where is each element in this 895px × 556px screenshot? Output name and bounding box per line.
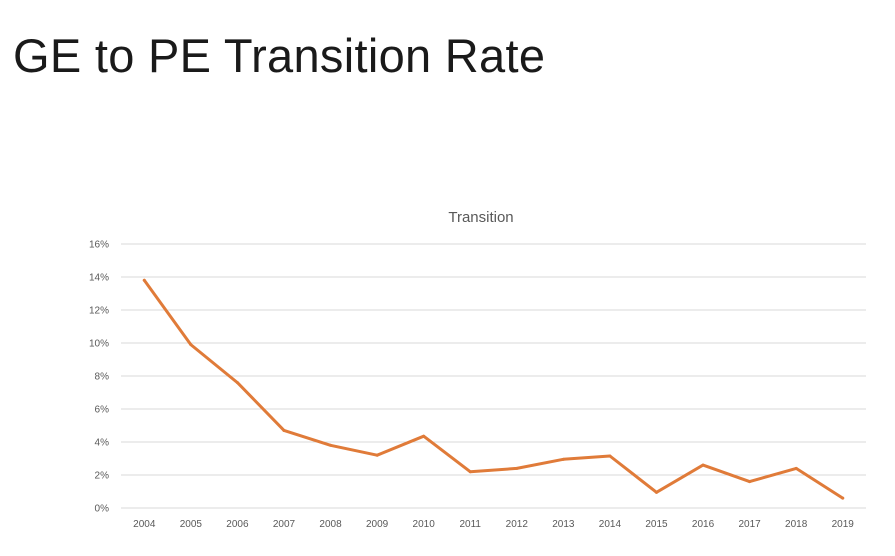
data-point <box>329 443 333 447</box>
data-point <box>468 470 472 474</box>
x-tick-label: 2008 <box>319 519 342 530</box>
data-point <box>794 466 798 470</box>
data-point <box>748 480 752 484</box>
x-tick-label: 2015 <box>645 519 668 530</box>
data-point <box>701 463 705 467</box>
data-point <box>515 466 519 470</box>
x-tick-label: 2011 <box>459 519 481 530</box>
data-point <box>142 278 146 282</box>
y-tick-label: 2% <box>95 471 110 482</box>
x-tick-label: 2016 <box>692 519 715 530</box>
data-point <box>282 428 286 432</box>
x-tick-label: 2007 <box>273 519 296 530</box>
y-tick-label: 8% <box>95 372 110 383</box>
slide-title: GE to PE Transition Rate <box>13 29 546 82</box>
data-point <box>841 496 845 500</box>
series-group <box>142 278 845 500</box>
x-tick-label: 2006 <box>226 519 249 530</box>
y-tick-label: 16% <box>89 240 109 251</box>
x-tick-label: 2004 <box>133 519 156 530</box>
x-tick-label: 2014 <box>599 519 622 530</box>
y-tick-label: 0% <box>95 504 110 515</box>
data-point <box>189 343 193 347</box>
gridlines <box>121 243 866 509</box>
y-tick-label: 10% <box>89 339 109 350</box>
data-point <box>235 381 239 385</box>
data-point <box>561 457 565 461</box>
x-tick-label: 2013 <box>552 519 575 530</box>
x-tick-label: 2005 <box>180 519 203 530</box>
y-tick-label: 6% <box>95 405 110 416</box>
data-point <box>608 454 612 458</box>
x-tick-label: 2010 <box>413 519 436 530</box>
x-axis-tick-labels: 2004 2005 2006 2007 2008 2009 2010 2011 2012 2013… <box>133 519 854 530</box>
series-line <box>142 278 845 500</box>
x-tick-label: 2017 <box>738 519 761 530</box>
x-tick-label: 2019 <box>832 519 855 530</box>
chart-title: Transition <box>448 209 513 226</box>
y-tick-label: 12% <box>89 306 109 317</box>
y-tick-label: 14% <box>89 273 109 284</box>
x-tick-label: 2009 <box>366 519 389 530</box>
y-axis-tick-labels: 0% 2% 4% 6% 8% 10% 12% 14% 16% <box>89 240 109 515</box>
data-point <box>654 490 658 494</box>
data-point <box>422 434 426 438</box>
data-point <box>375 453 379 457</box>
x-tick-label: 2012 <box>506 519 529 530</box>
x-tick-label: 2018 <box>785 519 808 530</box>
y-tick-label: 4% <box>95 438 110 449</box>
